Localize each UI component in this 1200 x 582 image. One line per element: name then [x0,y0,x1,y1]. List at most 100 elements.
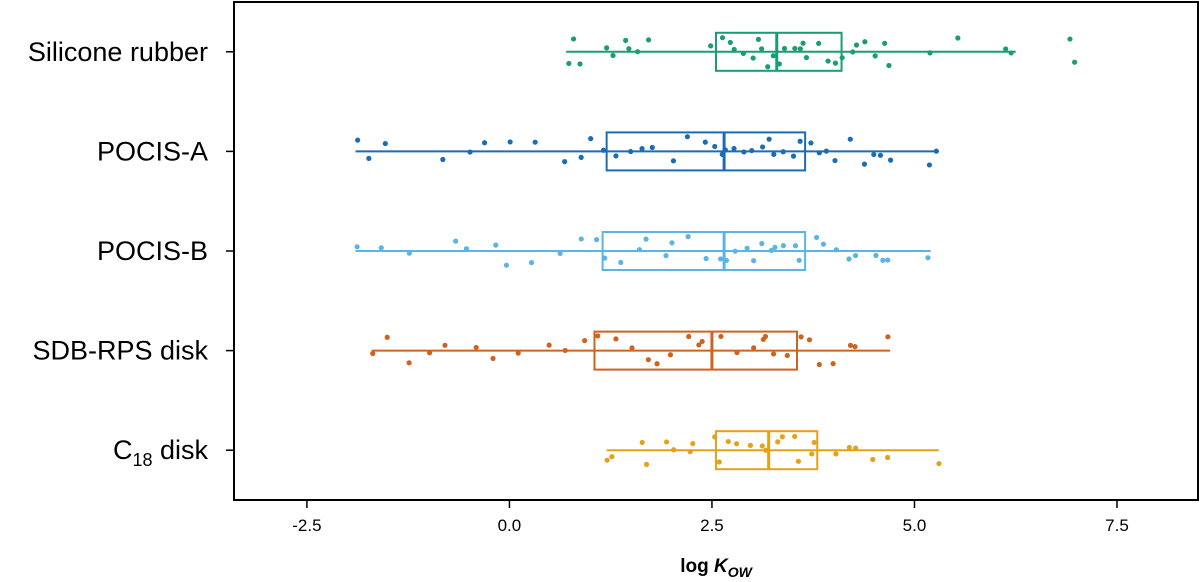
data-point [811,439,817,446]
category-label: POCIS-B [97,236,208,266]
iqr-box [715,430,819,471]
data-point [1072,59,1078,65]
category-label-tail: disk [152,435,208,465]
data-point [406,250,412,256]
category-labels: Silicone rubber POCIS-A POCIS-B SDB-RPS dis… [28,37,209,470]
x-axis-title-main: log [680,556,714,577]
data-point [808,140,814,146]
data-point [759,144,766,150]
data-point [453,238,459,244]
data-point [686,333,692,340]
data-point [696,342,702,348]
data-point [797,46,803,52]
data-point [771,151,777,157]
data-point [1003,46,1009,52]
data-point [850,49,856,55]
data-point [759,240,765,247]
data-point [654,361,660,367]
data-point [852,344,858,350]
data-point [747,442,754,448]
data-point [830,361,836,367]
data-point [803,54,810,61]
data-point [768,247,774,254]
data-point [463,246,470,252]
data-point [645,357,651,363]
data-point [578,236,584,242]
data-point [796,257,802,263]
data-point [440,156,446,163]
series-group [354,31,1078,471]
category-label: C18 disk [113,435,209,470]
category-label-main: Silicone rubber [28,37,208,67]
data-point [780,149,786,155]
data-point [955,35,961,41]
data-point [832,157,838,164]
data-point [663,253,669,259]
data-point [490,355,496,362]
data-point [703,255,709,262]
data-point [382,140,388,147]
data-point [669,240,675,246]
series-2 [354,231,931,271]
series-3 [370,330,891,371]
data-point [792,45,798,52]
data-point [426,350,433,356]
data-point [871,151,877,158]
data-point [800,40,806,46]
data-point [759,46,765,52]
data-point [623,37,629,44]
data-point [806,337,813,343]
data-point [933,148,939,154]
data-point [853,445,859,451]
data-point [886,62,892,69]
data-point [781,45,788,52]
data-point [820,241,827,247]
iqr-box [715,31,843,72]
data-point [775,439,781,445]
data-point [557,250,563,256]
data-point [885,454,891,461]
data-point [635,49,641,55]
category-label: POCIS-A [97,136,208,166]
data-point [852,252,859,259]
data-point [1008,50,1014,56]
data-point [727,39,733,46]
data-point [832,60,839,66]
category-label-main: C [113,435,133,465]
iqr-box [601,231,807,271]
data-point [877,152,884,158]
data-point [731,145,737,152]
data-point [816,150,822,156]
data-point [751,258,757,264]
data-point [718,256,724,262]
data-point [861,161,868,167]
data-point [823,148,829,154]
data-point [733,441,740,447]
data-point [718,333,724,340]
data-point [847,342,854,348]
data-point [687,449,693,455]
data-point [562,347,568,354]
data-point [593,237,600,243]
category-label-main: SDB-RPS disk [32,336,208,366]
x-tick-label: 2.5 [700,516,724,535]
data-point [493,242,499,248]
data-point [887,157,894,163]
data-point [595,333,601,339]
data-point [846,256,852,262]
data-point [833,451,839,457]
data-point [755,36,762,42]
data-point [384,334,390,340]
data-point [684,134,691,140]
data-point [731,46,737,53]
data-point [503,262,510,268]
data-point [814,234,820,241]
data-point [765,64,771,70]
data-point [685,234,691,240]
data-point [481,140,488,146]
data-point [816,361,822,368]
data-point [770,53,776,59]
data-point [670,158,677,164]
data-point [582,337,588,344]
data-point [532,139,538,145]
